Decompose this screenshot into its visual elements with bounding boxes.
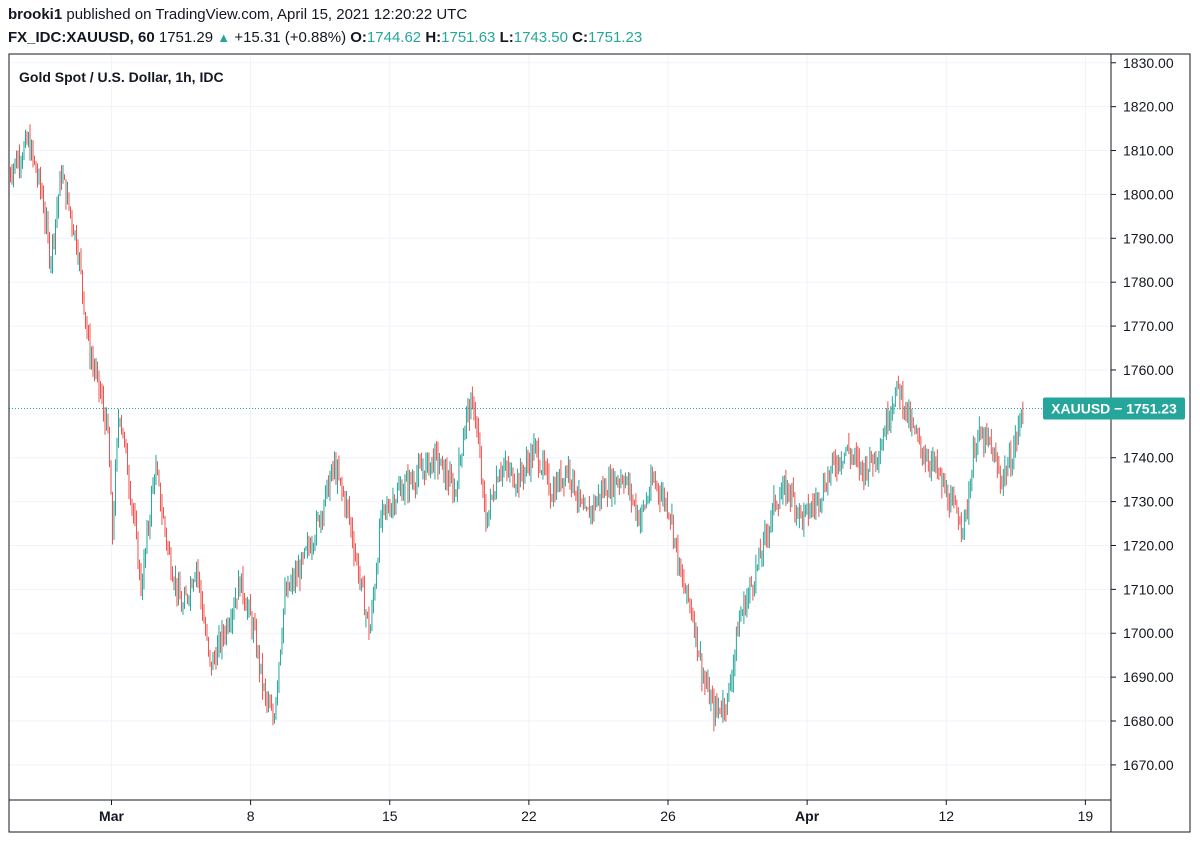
time-tick-label: 12	[938, 808, 954, 824]
grid-lines	[9, 54, 1111, 800]
time-tick-label: 8	[247, 808, 255, 824]
price-tick-label: 1680.00	[1123, 713, 1174, 729]
price-tick-label: 1710.00	[1123, 581, 1174, 597]
price-axis[interactable]: 1670.00 1680.00 1690.00 1700.00 1710.00 1720.…	[1111, 55, 1174, 773]
publish-text: published on TradingView.com, April 15, …	[66, 6, 468, 23]
price-tick-label: 1810.00	[1123, 143, 1174, 159]
price-change: +15.31 (+0.88%)	[234, 29, 347, 46]
close-value: 1751.23	[587, 29, 643, 46]
price-tick-label: 1690.00	[1123, 669, 1174, 685]
close-label: C:	[572, 29, 588, 46]
low-label: L:	[499, 29, 514, 46]
price-tick-label: 1760.00	[1123, 362, 1174, 378]
ohlc-legend: FX_IDC:XAUUSD, 60 1751.29 ▲ +15.31 (+0.8…	[8, 29, 642, 46]
time-tick-label: 26	[660, 808, 676, 824]
last-price: 1751.29	[158, 29, 214, 46]
time-tick-label: 22	[521, 808, 537, 824]
price-tick-label: 1800.00	[1123, 186, 1174, 202]
publish-info: brooki1 published on TradingView.com, Ap…	[8, 6, 467, 23]
chart-title: Gold Spot / U.S. Dollar, 1h, IDC	[19, 69, 224, 85]
time-tick-label: 15	[382, 808, 398, 824]
price-tick-label: 1670.00	[1123, 757, 1174, 773]
price-badge-label: XAUUSD − 1751.23	[1051, 400, 1177, 416]
symbol-label: FX_IDC:XAUUSD, 60	[8, 29, 155, 46]
time-tick-label: 19	[1078, 808, 1094, 824]
price-tick-label: 1770.00	[1123, 318, 1174, 334]
price-tick-label: 1720.00	[1123, 537, 1174, 553]
candlestick-series	[8, 124, 1024, 732]
time-tick-label: Mar	[99, 808, 124, 824]
time-axis[interactable]: Mar 8 15 22 26 Apr 12 19	[99, 800, 1093, 824]
price-tick-label: 1830.00	[1123, 55, 1174, 71]
open-value: 1744.62	[366, 29, 422, 46]
open-label: O:	[350, 29, 367, 46]
time-tick-label: Apr	[795, 808, 820, 824]
price-badge-bg	[1043, 397, 1185, 420]
up-arrow-icon: ▲	[217, 30, 231, 45]
chart-frame	[8, 53, 1191, 833]
author-name[interactable]: brooki1	[8, 6, 63, 23]
high-label: H:	[425, 29, 442, 46]
price-tick-label: 1820.00	[1123, 99, 1174, 115]
price-tick-label: 1740.00	[1123, 450, 1174, 466]
price-tick-label: 1780.00	[1123, 274, 1174, 290]
price-tick-label: 1730.00	[1123, 494, 1174, 510]
price-tick-label: 1700.00	[1123, 625, 1174, 641]
price-badge: XAUUSD − 1751.23	[1043, 397, 1185, 420]
price-tick-label: 1790.00	[1123, 230, 1174, 246]
high-value: 1751.63	[441, 29, 496, 46]
low-value: 1743.50	[513, 29, 568, 46]
